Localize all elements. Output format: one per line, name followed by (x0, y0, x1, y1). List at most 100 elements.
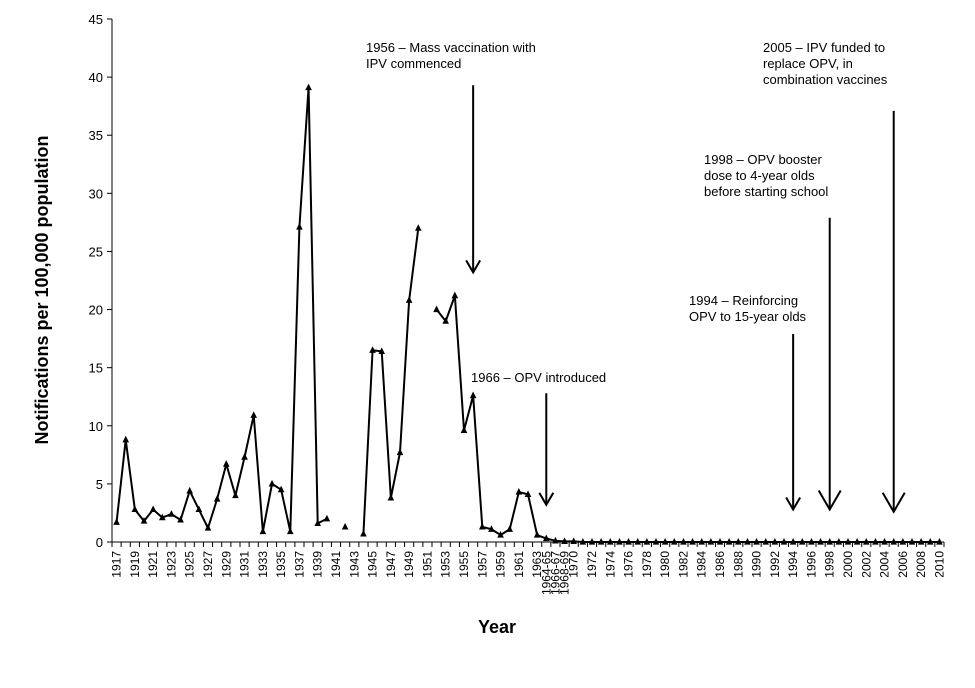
x-tick-label: 1949 (402, 551, 416, 578)
data-point-1968-69 (561, 537, 568, 545)
data-point-1975 (616, 538, 623, 545)
data-point-1978 (643, 538, 651, 545)
x-tick-label: 1943 (347, 551, 361, 578)
data-point-1970 (570, 537, 578, 545)
x-tick-label: 1917 (110, 551, 124, 578)
annotation-line: 1956 – Mass vaccination with (366, 40, 536, 55)
data-point-1990 (753, 538, 760, 545)
data-point-1959 (497, 531, 504, 538)
annotation-arrow-head (465, 259, 482, 275)
data-point-1927 (204, 524, 212, 531)
x-tick-label: 1957 (475, 551, 489, 578)
x-tick-label: 1931 (238, 551, 252, 578)
data-point-1962 (524, 490, 532, 497)
x-tick-label: 1964-65 (539, 551, 553, 595)
data-point-1952 (433, 305, 440, 313)
data-point-1955 (460, 426, 468, 434)
x-tick-label: 1982 (676, 551, 690, 578)
y-tick-label: 25 (89, 244, 103, 259)
data-point-1979 (652, 538, 660, 545)
data-point-1949 (405, 296, 413, 303)
x-tick-label: 1972 (585, 551, 599, 578)
x-tick-label: 1996 (804, 551, 818, 578)
x-tick-label: 1933 (256, 551, 270, 578)
y-tick-label: 35 (89, 128, 103, 143)
annotation-text: 1956 – Mass vaccination with IPV commence… (366, 40, 536, 71)
y-tick-label: 40 (89, 70, 103, 85)
data-point-1957 (478, 522, 486, 530)
annotations: 1956 – Mass vaccination with IPV commence… (366, 40, 906, 514)
data-point-1950 (414, 224, 422, 231)
data-point-1961 (515, 488, 523, 495)
annotation-line: combination vaccines (763, 72, 888, 87)
series-segment (362, 228, 420, 534)
x-tick-label: 1970 (567, 551, 581, 578)
data-point-1940 (323, 514, 331, 522)
x-tick-label: 1994 (786, 551, 800, 578)
x-tick-label: 1927 (201, 551, 215, 578)
data-point-1944 (360, 529, 367, 537)
data-point-1921 (149, 505, 157, 513)
annotation-line: 1998 – OPV booster (704, 152, 822, 167)
x-tick-label: 1921 (146, 551, 160, 578)
data-point-2001 (853, 538, 861, 545)
data-point-2004 (881, 538, 888, 545)
data-point-1946 (378, 347, 386, 354)
data-point-2007 (908, 538, 916, 545)
annotation-line: 2005 – IPV funded to (763, 40, 885, 55)
data-point-1928 (213, 495, 221, 502)
x-tick-label: 1959 (494, 551, 508, 578)
data-point-1929 (222, 460, 230, 467)
data-point-1982 (680, 538, 687, 545)
data-point-1980 (661, 538, 669, 545)
data-point-1993 (780, 538, 788, 545)
x-tick-label: 1980 (658, 551, 672, 578)
data-point-1917 (113, 518, 120, 525)
data-point-1985 (707, 538, 715, 545)
x-tick-label: 1937 (292, 551, 306, 578)
data-point-1966-67 (552, 536, 559, 544)
data-point-1987 (725, 538, 733, 545)
x-tick-label: 1925 (183, 551, 197, 578)
x-tick-label: 1968-69 (558, 551, 572, 595)
data-point-1991 (762, 538, 770, 545)
x-tick-label: 1963 (530, 551, 544, 578)
x-tick-label: 1984 (695, 551, 709, 578)
annotation-line: 1994 – Reinforcing (689, 293, 798, 308)
x-tick-label: 2008 (914, 551, 928, 578)
y-axis: 0 5 10 15 20 25 30 35 40 45 (89, 12, 113, 550)
data-point-1934 (268, 479, 276, 487)
x-tick-label: 1992 (768, 551, 782, 578)
annotation-arrow-head (785, 496, 802, 512)
data-point-1986 (716, 538, 724, 545)
x-tick-label: 2002 (859, 551, 873, 578)
data-point-1974 (606, 538, 614, 545)
data-point-2009 (926, 538, 934, 545)
annotation-line: replace OPV, in (763, 56, 853, 71)
x-tick-label: 1986 (713, 551, 727, 578)
data-point-1942 (341, 522, 349, 530)
data-point-1992 (771, 538, 779, 545)
data-point-1983 (689, 538, 696, 545)
x-tick-label: 1929 (219, 551, 233, 578)
data-point-2008 (917, 538, 925, 545)
data-point-1931 (241, 453, 248, 460)
y-tick-label: 20 (89, 303, 103, 318)
data-point-1976 (625, 538, 632, 545)
data-point-1956 (469, 391, 477, 399)
data-point-1963 (533, 531, 541, 538)
data-point-1994 (789, 538, 797, 545)
annotation-text: 1966 – OPV introduced (471, 370, 606, 385)
x-tick-label: 2006 (896, 551, 910, 578)
x-axis: 1917 1919 1921 1923 1925 1927 1929 1931 1933 1935… (110, 541, 946, 595)
x-tick-label: 1947 (384, 551, 398, 578)
data-point-1948 (396, 448, 404, 456)
annotation-arrow-head (881, 492, 906, 514)
data-point-1924 (177, 515, 184, 523)
data-point-1930 (232, 491, 239, 499)
data-point-1937 (296, 223, 303, 230)
x-tick-label: 1923 (164, 551, 178, 578)
x-tick-label: 1978 (640, 551, 654, 578)
x-tick-label: 2004 (878, 551, 892, 578)
